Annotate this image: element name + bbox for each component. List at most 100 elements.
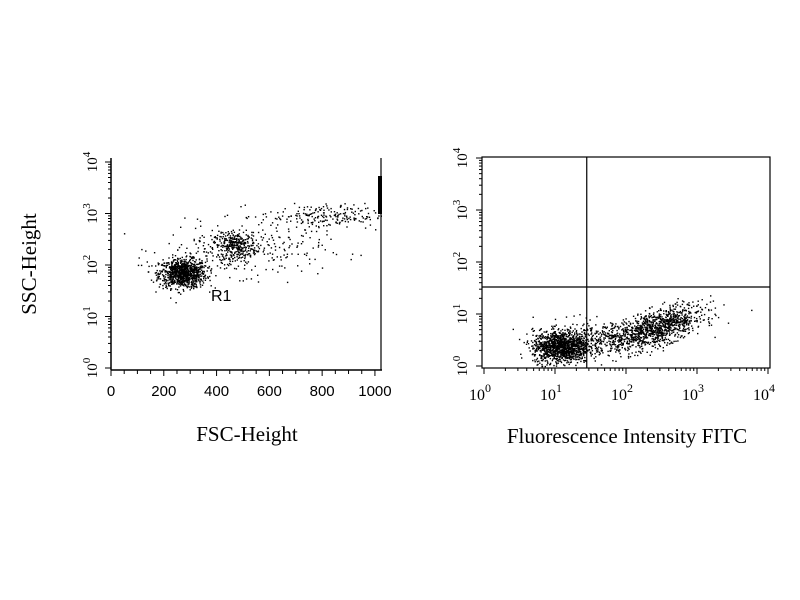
right-event-1 [693, 316, 696, 319]
left-event-0 [192, 256, 195, 258]
left-event-0 [179, 273, 182, 275]
right-event-0 [560, 330, 562, 332]
right-event-1 [661, 332, 663, 334]
left-event-0 [195, 269, 198, 271]
left-event-0 [175, 269, 177, 271]
right-event-0 [553, 328, 555, 330]
right-event-1 [648, 333, 650, 335]
right-event-1 [659, 316, 662, 318]
right-event-0 [580, 353, 582, 355]
right-event-0 [572, 343, 574, 345]
left-event-3 [299, 217, 301, 219]
left-event-3 [270, 224, 272, 226]
left-event-2 [264, 233, 266, 235]
left-event-0 [176, 260, 179, 262]
right-event-1 [696, 319, 698, 322]
left-event-0 [199, 273, 201, 275]
right-event-2 [612, 339, 614, 342]
right-event-1 [625, 329, 628, 331]
right-event-1 [652, 325, 654, 328]
right-event-1 [661, 334, 664, 336]
left-event-0 [188, 274, 190, 276]
right-event-1 [633, 329, 636, 332]
right-event-2 [603, 331, 605, 333]
right-event-1 [661, 316, 663, 318]
right-event-1 [653, 340, 655, 343]
right-event-1 [643, 322, 646, 325]
right-event-0 [541, 360, 544, 362]
right-event-1 [645, 321, 647, 323]
right-event-1 [657, 329, 659, 331]
left-event-2 [233, 231, 236, 233]
right-event-1 [714, 336, 716, 339]
right-event-0 [555, 342, 557, 344]
right-event-2 [599, 332, 601, 334]
left-event-1 [230, 263, 232, 266]
left-event-0 [174, 265, 177, 267]
right-event-0 [560, 361, 563, 364]
right-event-0 [534, 351, 536, 353]
right-event-1 [696, 317, 698, 320]
left-event-2 [232, 258, 234, 260]
right-event-0 [544, 341, 546, 343]
right-event-0 [594, 360, 596, 362]
right-event-1 [653, 320, 655, 322]
right-event-0 [523, 341, 525, 344]
right-event-2 [669, 339, 671, 342]
right-event-1 [637, 342, 639, 344]
right-event-2 [638, 337, 640, 339]
left-event-0 [199, 271, 201, 273]
right-event-0 [546, 351, 548, 353]
left-event-2 [233, 254, 235, 257]
right-event-1 [674, 335, 676, 337]
right-event-1 [623, 340, 626, 343]
left-event-1 [221, 262, 223, 264]
left-event-0 [167, 282, 169, 284]
right-event-0 [552, 350, 554, 352]
left-event-0 [188, 277, 190, 280]
left-event-2 [138, 257, 140, 259]
right-event-1 [708, 322, 711, 324]
right-event-0 [556, 359, 558, 362]
left-event-0 [194, 277, 197, 280]
left-event-0 [172, 278, 174, 281]
right-x-tick-label: 103 [682, 381, 704, 404]
right-event-0 [532, 327, 534, 330]
right-event-1 [683, 326, 685, 328]
left-event-2 [180, 226, 182, 228]
right-event-1 [678, 311, 681, 314]
right-event-1 [658, 317, 660, 320]
right-event-0 [546, 354, 548, 356]
right-event-0 [563, 345, 566, 347]
left-event-0 [175, 268, 177, 270]
right-event-1 [668, 332, 671, 334]
left-y-tick-label: 101 [81, 306, 101, 327]
right-event-0 [549, 347, 552, 349]
left-event-1 [227, 247, 230, 249]
left-event-0 [170, 269, 172, 272]
right-event-1 [626, 326, 628, 329]
left-event-2 [226, 244, 229, 246]
left-event-0 [157, 276, 160, 279]
left-event-2 [266, 241, 268, 243]
left-event-0 [193, 268, 195, 271]
right-event-2 [605, 327, 608, 330]
right-event-2 [642, 332, 644, 334]
left-event-2 [230, 242, 232, 244]
right-event-1 [644, 334, 646, 336]
right-event-2 [577, 337, 579, 339]
right-event-0 [567, 350, 569, 353]
left-event-2 [229, 276, 231, 279]
right-event-2 [639, 332, 641, 334]
right-event-0 [575, 359, 577, 361]
left-event-0 [175, 263, 178, 265]
left-event-0 [163, 283, 166, 285]
left-event-2 [297, 253, 299, 255]
left-event-0 [199, 284, 202, 286]
right-event-2 [625, 337, 628, 339]
left-event-2 [197, 250, 199, 253]
left-event-0 [188, 265, 190, 267]
left-event-2 [261, 239, 264, 241]
right-event-2 [604, 334, 607, 336]
